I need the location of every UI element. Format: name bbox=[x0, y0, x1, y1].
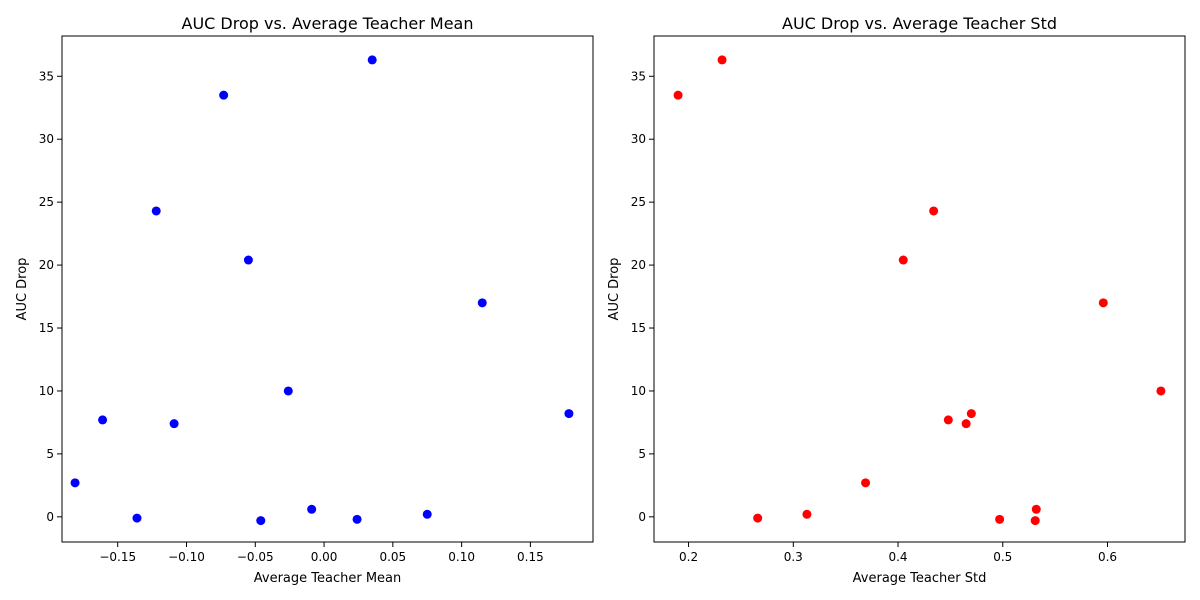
chart-title: AUC Drop vs. Average Teacher Mean bbox=[182, 14, 474, 33]
x-axis-label: Average Teacher Mean bbox=[254, 571, 402, 586]
data-point bbox=[132, 513, 142, 523]
x-tick-label: 0.00 bbox=[311, 550, 338, 564]
y-axis-label: AUC Drop bbox=[15, 258, 30, 321]
x-tick-label: 0.15 bbox=[517, 550, 544, 564]
data-point bbox=[1030, 516, 1040, 526]
data-point bbox=[477, 298, 487, 308]
x-tick-label: 0.4 bbox=[888, 550, 907, 564]
data-point bbox=[352, 514, 362, 524]
data-point bbox=[861, 478, 871, 488]
y-tick-label: 30 bbox=[39, 132, 54, 146]
x-axis-label: Average Teacher Std bbox=[853, 571, 987, 586]
chart-title: AUC Drop vs. Average Teacher Std bbox=[782, 14, 1057, 33]
data-point bbox=[1156, 386, 1166, 396]
data-point bbox=[564, 409, 574, 419]
x-tick-label: −0.05 bbox=[237, 550, 274, 564]
data-point bbox=[898, 255, 908, 265]
data-point bbox=[98, 415, 108, 425]
y-tick-label: 15 bbox=[39, 321, 54, 335]
y-tick-label: 15 bbox=[631, 321, 646, 335]
data-point bbox=[422, 509, 432, 519]
x-tick-label: 0.3 bbox=[784, 550, 803, 564]
data-point bbox=[169, 419, 179, 429]
data-point bbox=[929, 206, 939, 216]
y-tick-label: 5 bbox=[46, 447, 54, 461]
data-point bbox=[961, 419, 971, 429]
x-tick-label: 0.6 bbox=[1098, 550, 1117, 564]
data-point bbox=[1031, 504, 1041, 514]
y-axis-label: AUC Drop bbox=[607, 258, 622, 321]
data-point bbox=[943, 415, 953, 425]
y-tick-label: 35 bbox=[631, 69, 646, 83]
x-tick-label: 0.5 bbox=[993, 550, 1012, 564]
points-layer bbox=[673, 55, 1166, 526]
data-point bbox=[717, 55, 727, 65]
y-tick-label: 0 bbox=[46, 510, 54, 524]
y-tick-label: 10 bbox=[39, 384, 54, 398]
y-tick-label: 20 bbox=[631, 258, 646, 272]
data-point bbox=[70, 478, 80, 488]
x-tick-label: −0.15 bbox=[99, 550, 136, 564]
data-point bbox=[256, 516, 266, 526]
y-tick-label: 30 bbox=[631, 132, 646, 146]
data-point bbox=[966, 409, 976, 419]
data-point bbox=[367, 55, 377, 65]
tick-layer: 0.2 0.3 0.4 0.5 0.6 0 5 10 15 20 25 30 35 bbox=[631, 69, 1117, 564]
data-point bbox=[219, 90, 229, 100]
panel-teacher-mean: AUC Drop vs. Average Teacher Mean −0.15−… bbox=[15, 14, 594, 586]
y-tick-label: 0 bbox=[638, 510, 646, 524]
y-tick-label: 35 bbox=[39, 69, 54, 83]
y-tick-label: 20 bbox=[39, 258, 54, 272]
x-tick-label: −0.10 bbox=[168, 550, 205, 564]
x-tick-label: 0.05 bbox=[379, 550, 406, 564]
data-point bbox=[243, 255, 253, 265]
data-point bbox=[307, 504, 317, 514]
plot-frame bbox=[653, 35, 1186, 543]
data-point bbox=[283, 386, 293, 396]
data-point bbox=[802, 509, 812, 519]
data-point bbox=[673, 90, 683, 100]
data-point bbox=[995, 514, 1005, 524]
data-point bbox=[1098, 298, 1108, 308]
data-point bbox=[151, 206, 161, 216]
plot-frame bbox=[61, 35, 594, 543]
data-point bbox=[753, 513, 763, 523]
points-layer bbox=[70, 55, 574, 526]
y-tick-label: 5 bbox=[638, 447, 646, 461]
panel-teacher-std: AUC Drop vs. Average Teacher Std 0.2 0.3 0… bbox=[607, 14, 1186, 586]
y-tick-label: 10 bbox=[631, 384, 646, 398]
x-tick-label: 0.2 bbox=[679, 550, 698, 564]
tick-layer: −0.15 −0.10 −0.05 0.00 0.05 0.10 0.15 0 5 10 15 20 2… bbox=[39, 69, 544, 564]
y-tick-label: 25 bbox=[39, 195, 54, 209]
x-tick-label: 0.10 bbox=[448, 550, 475, 564]
y-tick-label: 25 bbox=[631, 195, 646, 209]
